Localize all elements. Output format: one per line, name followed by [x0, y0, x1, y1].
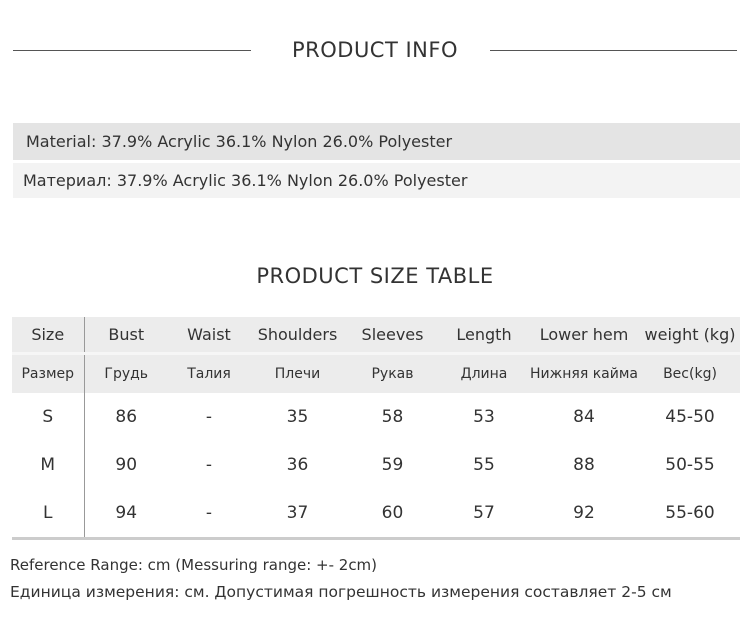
- table-cell: S: [12, 393, 85, 441]
- table-cell: L: [12, 489, 85, 540]
- table-cell: Bust: [84, 317, 168, 355]
- reference-note-en: Reference Range: cm (Messuring range: +-…: [10, 556, 378, 574]
- table-cell: 55: [473, 455, 495, 475]
- table-cell: 92: [528, 489, 640, 540]
- divider-left: [13, 50, 251, 51]
- table-cell: 60: [345, 489, 440, 540]
- table-cell: 88: [573, 455, 595, 475]
- table-cell: Размер: [12, 353, 85, 393]
- table-cell: Shoulders: [250, 317, 345, 355]
- table-cell: -: [168, 489, 250, 540]
- table-cell: -: [205, 407, 213, 427]
- table-cell: 94: [84, 489, 168, 540]
- table-row: S 86 - 35 58 53 84 45-50: [12, 393, 740, 441]
- table-cell: 55-60: [640, 489, 740, 540]
- table-cell: 45-50: [665, 407, 715, 427]
- table-cell: 57: [440, 489, 528, 540]
- table-cell: -: [205, 455, 213, 475]
- table-cell: 36: [286, 455, 309, 475]
- table-cell: 84: [573, 407, 595, 427]
- table-cell: Lower hem: [528, 317, 640, 355]
- product-info-title: PRODUCT INFO: [291, 38, 458, 62]
- table-row: M 90 - 36 59 55 88 50-55: [12, 441, 740, 489]
- header-row-ru: Размер Грудь Талия Плечи Рукав Длина Нижняя ка…: [12, 353, 740, 393]
- table-cell: Нижняя кайма: [528, 353, 640, 393]
- table-cell: 37: [250, 489, 345, 540]
- table-cell: 35: [286, 407, 309, 427]
- reference-note-ru: Единица измерения: см. Допустимая погреш…: [10, 583, 672, 601]
- table-cell: Талия: [168, 353, 250, 393]
- divider-right: [490, 50, 737, 51]
- table-cell: Грудь: [84, 353, 168, 393]
- header-row-en: Size Bust Waist Shoulders Sleeves Length Lower…: [12, 317, 740, 355]
- table-row: L 94-37 60 57 92 55-60: [12, 489, 740, 540]
- material-row-en: Material: 37.9% Acrylic 36.1% Nylon 26.0…: [13, 123, 740, 160]
- table-cell: Вес(kg): [640, 353, 740, 393]
- table-cell: 53: [473, 407, 495, 427]
- table-cell: Рукав: [345, 353, 440, 393]
- size-table: Size Bust Waist Shoulders Sleeves Length Lower…: [12, 317, 740, 540]
- table-cell: M: [12, 441, 85, 489]
- table-cell: weight (kg): [640, 317, 740, 355]
- table-cell: Size: [12, 317, 85, 355]
- size-table-title: PRODUCT SIZE TABLE: [256, 264, 494, 288]
- table-cell: 90: [115, 455, 138, 475]
- table-cell: Плечи: [250, 353, 345, 393]
- table-cell: Sleeves: [345, 317, 440, 355]
- table-cell: Waist: [168, 317, 250, 355]
- table-cell: 59: [381, 455, 404, 475]
- material-row-ru: Материал: 37.9% Acrylic 36.1% Nylon 26.0…: [13, 163, 740, 198]
- table-cell: 58: [381, 407, 404, 427]
- table-cell: 86: [115, 407, 138, 427]
- table-cell: 50-55: [665, 455, 715, 475]
- table-cell: Length: [440, 317, 528, 355]
- table-cell: Длина: [440, 353, 528, 393]
